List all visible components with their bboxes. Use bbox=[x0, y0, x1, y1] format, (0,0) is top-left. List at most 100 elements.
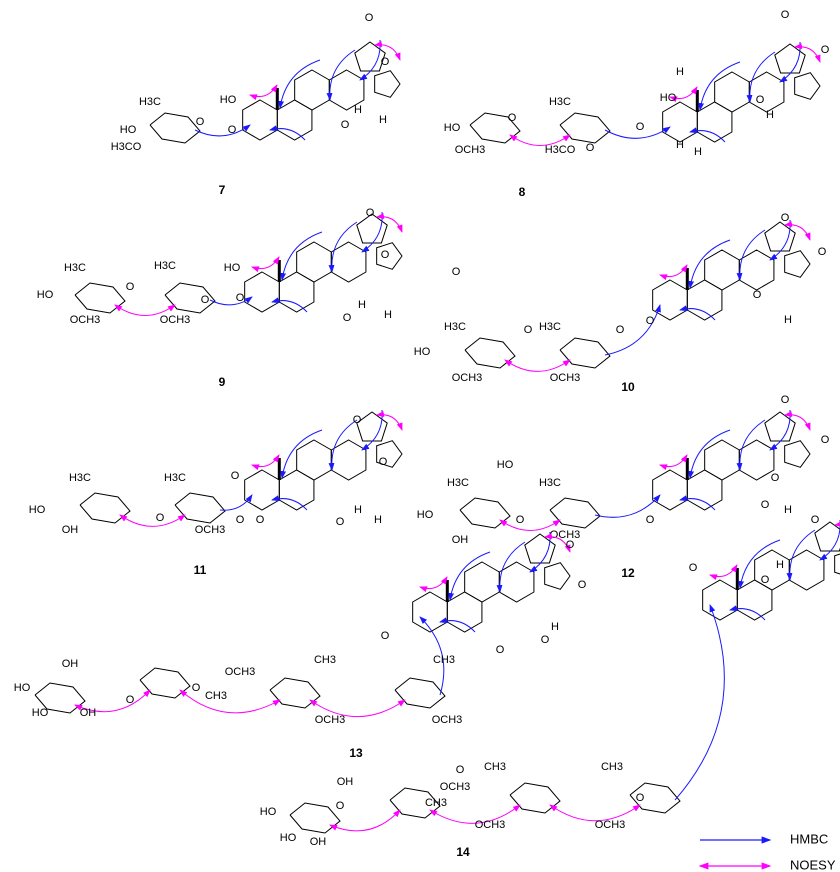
hmbc-arrow bbox=[210, 297, 252, 305]
ring-d bbox=[331, 440, 366, 480]
legend-noesy: NOESY bbox=[790, 857, 836, 872]
hmbc-arrow bbox=[680, 309, 715, 320]
ring-d bbox=[739, 250, 774, 290]
hmbc-arrow bbox=[790, 530, 815, 580]
atom-label: O bbox=[381, 630, 390, 642]
ring-a bbox=[703, 580, 738, 620]
noesy-arrow bbox=[252, 455, 279, 467]
atom-label: H3C bbox=[64, 262, 86, 274]
hmbc-arrow bbox=[280, 60, 320, 108]
hmbc-arrow bbox=[362, 410, 382, 450]
atom-label: O bbox=[365, 12, 374, 24]
ring-c bbox=[715, 72, 750, 112]
atom-label: O bbox=[586, 142, 595, 154]
atom-label: O bbox=[566, 539, 575, 551]
atom-label: H3C bbox=[539, 321, 561, 333]
atom-label: H bbox=[354, 504, 362, 516]
atom-label: CH3 bbox=[205, 690, 227, 702]
atom-label: O bbox=[196, 116, 205, 128]
hmbc-arrow bbox=[770, 220, 790, 260]
atom-label: O bbox=[818, 246, 827, 258]
atom-label: O bbox=[452, 266, 461, 278]
noesy-arrow bbox=[252, 257, 279, 269]
hmbc-arrow bbox=[450, 552, 490, 600]
atom-label: O bbox=[781, 9, 790, 21]
ring-b bbox=[687, 280, 722, 320]
noesy-arrow bbox=[785, 415, 810, 430]
atom-label: HO bbox=[417, 509, 434, 521]
atom-label: OCH3 bbox=[160, 314, 191, 326]
sugar-ring bbox=[80, 493, 130, 523]
ring-d bbox=[789, 550, 824, 590]
atom-label: H3C bbox=[154, 260, 176, 272]
atom-label: OCH3 bbox=[452, 372, 483, 384]
atom-label: O bbox=[781, 394, 790, 406]
atom-label: H bbox=[776, 559, 784, 571]
atom-label: H bbox=[384, 309, 392, 321]
atom-label: HO bbox=[32, 707, 49, 719]
atom-label: O bbox=[156, 512, 165, 524]
atom-label: O bbox=[126, 281, 135, 293]
atom-label: O bbox=[228, 124, 237, 136]
noesy-arrow bbox=[250, 85, 277, 97]
atom-label: CH3 bbox=[484, 761, 506, 773]
ring-b bbox=[447, 592, 482, 632]
atom-label: O bbox=[256, 514, 265, 526]
atom-label: OCH3 bbox=[70, 314, 101, 326]
atom-label: O bbox=[636, 792, 645, 804]
hmbc-arrow bbox=[605, 305, 660, 355]
noesy-arrow bbox=[795, 47, 820, 62]
noesy-arrow bbox=[660, 265, 687, 277]
atom-label: O bbox=[761, 574, 770, 586]
ring-b bbox=[737, 580, 772, 620]
ring-d bbox=[749, 72, 784, 112]
hmbc-arrow bbox=[700, 62, 740, 110]
ring-b bbox=[279, 470, 314, 510]
atom-label: O bbox=[381, 56, 390, 68]
ring-c bbox=[705, 250, 740, 290]
atom-label: O bbox=[336, 516, 345, 528]
atom-label: O bbox=[753, 289, 762, 301]
atom-label: O bbox=[192, 682, 201, 694]
hmbc-arrow bbox=[220, 495, 252, 510]
ring-d bbox=[331, 242, 366, 282]
atom-label: H bbox=[551, 621, 559, 633]
ring-c bbox=[465, 562, 500, 602]
ring-d bbox=[739, 440, 774, 480]
ring-f bbox=[785, 441, 810, 468]
ring-a bbox=[243, 100, 278, 140]
hmbc-arrow bbox=[740, 420, 765, 470]
atom-label: OCH3 bbox=[455, 144, 486, 156]
ring-b bbox=[687, 470, 722, 510]
ring-b bbox=[277, 100, 312, 140]
ring-b bbox=[279, 272, 314, 312]
atom-label: OH bbox=[62, 658, 79, 670]
atom-label: O bbox=[616, 324, 625, 336]
atom-label: O bbox=[541, 634, 550, 646]
atom-label: HO bbox=[260, 806, 277, 818]
hmbc-arrow bbox=[690, 240, 730, 288]
atom-label: O bbox=[236, 292, 245, 304]
hmbc-arrow bbox=[675, 605, 724, 800]
hmbc-arrow bbox=[332, 420, 357, 470]
atom-label: HO bbox=[120, 124, 137, 136]
atom-label: OH bbox=[452, 534, 469, 546]
hmbc-arrow bbox=[330, 50, 355, 100]
hmbc-arrow bbox=[360, 40, 380, 80]
ring-a bbox=[413, 592, 448, 632]
noesy-arrow bbox=[330, 810, 400, 831]
atom-label: O bbox=[236, 514, 245, 526]
compound-number: 14 bbox=[456, 845, 470, 859]
ring-c bbox=[295, 70, 330, 110]
atom-label: O bbox=[496, 644, 505, 656]
atom-label: O bbox=[366, 207, 375, 219]
sugar-ring bbox=[560, 113, 610, 143]
page: {"compounds": [ {"number": "7", "atoms":… bbox=[0, 0, 840, 872]
atom-label: O bbox=[578, 579, 587, 591]
ring-f bbox=[545, 563, 570, 590]
noesy-arrow bbox=[505, 360, 570, 371]
ring-f bbox=[785, 251, 810, 278]
hmbc-arrow bbox=[680, 499, 715, 510]
atom-label: H bbox=[784, 504, 792, 516]
hmbc-arrow bbox=[332, 222, 357, 272]
